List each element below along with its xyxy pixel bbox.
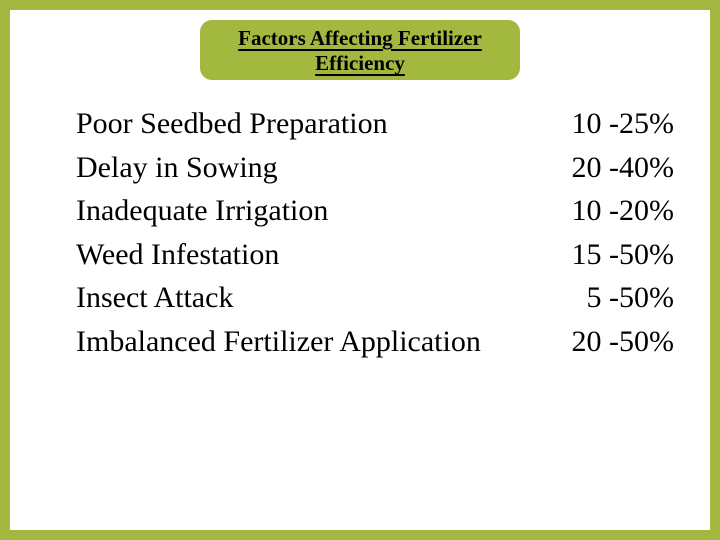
factor-label: Weed Infestation	[76, 233, 524, 277]
factor-value: 15 -50%	[524, 233, 674, 277]
factor-value: 20 -50%	[524, 320, 674, 364]
table-row: Delay in Sowing 20 -40%	[76, 146, 674, 190]
factor-label: Imbalanced Fertilizer Application	[76, 320, 524, 364]
slide-title: Factors Affecting Fertilizer Efficiency	[212, 26, 508, 76]
factor-label: Insect Attack	[76, 276, 524, 320]
table-row: Weed Infestation 15 -50%	[76, 233, 674, 277]
table-row: Imbalanced Fertilizer Application 20 -50…	[76, 320, 674, 364]
factor-value: 10 -20%	[524, 189, 674, 233]
factor-value: 20 -40%	[524, 146, 674, 190]
factor-label: Poor Seedbed Preparation	[76, 102, 524, 146]
factors-table: Poor Seedbed Preparation 10 -25% Delay i…	[76, 102, 674, 363]
factor-value: 10 -25%	[524, 102, 674, 146]
table-row: Insect Attack 5 -50%	[76, 276, 674, 320]
table-row: Inadequate Irrigation 10 -20%	[76, 189, 674, 233]
table-row: Poor Seedbed Preparation 10 -25%	[76, 102, 674, 146]
title-box: Factors Affecting Fertilizer Efficiency	[200, 20, 520, 80]
slide-frame: Factors Affecting Fertilizer Efficiency …	[10, 10, 710, 530]
factor-label: Inadequate Irrigation	[76, 189, 524, 233]
factor-label: Delay in Sowing	[76, 146, 524, 190]
factor-value: 5 -50%	[524, 276, 674, 320]
